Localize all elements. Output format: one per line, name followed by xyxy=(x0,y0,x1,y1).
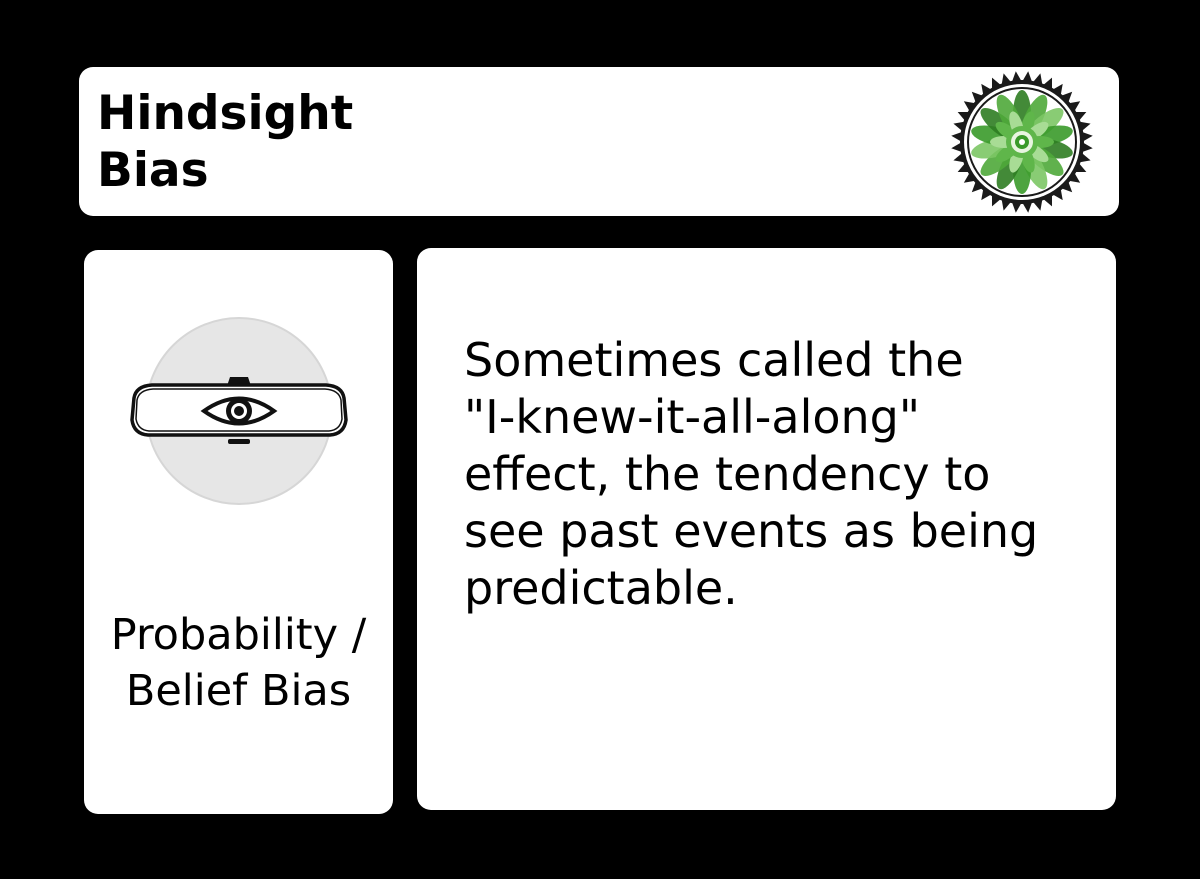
card-title-line-2: Bias xyxy=(97,143,209,198)
rearview-mirror-eye-icon xyxy=(130,317,348,505)
description-line-1: Sometimes called the xyxy=(464,333,964,387)
description-line-5: predictable. xyxy=(464,561,738,615)
description-card: Sometimes called the "I-knew-it-all-alon… xyxy=(417,248,1116,810)
description-line-2: "I-knew-it-all-along" xyxy=(464,390,921,444)
description-line-3: effect, the tendency to xyxy=(464,447,991,501)
bias-description: Sometimes called the "I-knew-it-all-alon… xyxy=(464,332,1084,617)
category-line-2: Belief Bias xyxy=(125,666,352,716)
card-title-line-1: Hindsight xyxy=(97,86,354,141)
description-line-4: see past events as being xyxy=(464,504,1039,558)
category-label: Probability / Belief Bias xyxy=(84,607,393,719)
card-title: Hindsight Bias xyxy=(97,85,517,199)
category-line-1: Probability / xyxy=(110,610,367,660)
title-card: Hindsight Bias xyxy=(79,67,1119,216)
green-leaf-seal-icon xyxy=(951,71,1093,213)
category-card: Probability / Belief Bias xyxy=(84,250,393,814)
